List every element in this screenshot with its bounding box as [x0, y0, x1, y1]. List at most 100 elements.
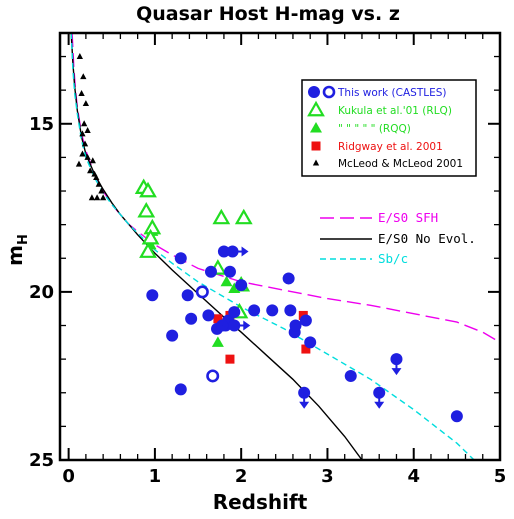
point-3-2 [390, 353, 403, 376]
point-7-3 [82, 100, 90, 107]
legend-label-3: Ridgway et al. 2001 [338, 141, 443, 153]
point-4-3 [143, 218, 162, 235]
point-7-10 [89, 157, 96, 164]
curve-legend-entry-2: Sb/c [320, 251, 408, 266]
point-2-1 [226, 245, 249, 258]
x-tick-label-5: 5 [494, 466, 507, 487]
point-0-15 [235, 279, 248, 292]
point-0-22 [299, 314, 312, 327]
point-3-1 [373, 386, 386, 409]
point-0-8 [204, 265, 217, 278]
point-4-1 [139, 181, 157, 198]
legend-marker-3 [311, 141, 321, 151]
point-7-1 [80, 73, 87, 80]
point-7-7 [81, 140, 89, 147]
y-tick-label-0: 15 [29, 114, 54, 135]
point-1-1 [206, 369, 220, 383]
curve-legend-entry-0: E/S0 SFH [320, 210, 438, 225]
legend-marker-4 [312, 159, 320, 166]
x-axis-label: Redshift [213, 490, 308, 514]
x-tick-label-0: 0 [62, 466, 75, 487]
point-2-2 [228, 319, 251, 332]
axes: 0 1 2 3 4 5 15 20 25 [29, 31, 507, 487]
point-7-13 [93, 174, 100, 181]
y-axis-label: mH [3, 234, 31, 266]
point-7-14 [95, 180, 102, 187]
y-tick-label-2: 25 [29, 450, 54, 471]
curve-legend: E/S0 SFH E/S0 No Evol. Sb/c [320, 210, 476, 266]
plot-frame [58, 31, 502, 462]
plot-area [70, 33, 500, 460]
point-4-10 [234, 208, 253, 225]
chart-title: Quasar Host H-mag vs. z [136, 3, 400, 25]
point-7-9 [84, 153, 91, 160]
legend-entry-3: Ridgway et al. 2001 [311, 141, 443, 153]
point-7-19 [75, 160, 83, 167]
point-0-18 [282, 272, 295, 285]
point-0-12 [217, 245, 230, 258]
point-7-18 [99, 194, 107, 201]
point-7-17 [93, 194, 101, 201]
curve-2 [70, 33, 475, 460]
point-0-13 [223, 265, 236, 278]
point-1-0 [195, 285, 209, 299]
point-4-2 [137, 201, 156, 218]
legend-label-1: Kukula et al.'01 (RLQ) [338, 105, 452, 117]
point-7-8 [79, 150, 86, 157]
legend-filled-circle [308, 86, 320, 98]
point-0-24 [344, 369, 357, 382]
y-tick-label-1: 20 [29, 282, 54, 303]
legend-open-circle [322, 85, 336, 99]
x-tick-label-4: 4 [407, 466, 420, 487]
point-7-5 [79, 130, 86, 137]
point-6-4 [301, 344, 311, 354]
point-7-6 [84, 127, 91, 133]
curve-legend-entry-1: E/S0 No Evol. [320, 231, 476, 246]
point-7-15 [98, 187, 105, 194]
series-1 [195, 285, 220, 383]
point-0-23 [304, 336, 317, 349]
series-2 [216, 245, 251, 332]
series-7 [75, 53, 107, 201]
svg-text:mH: mH [3, 234, 31, 266]
legend-entry-2: " " " " " (RQQ) [310, 122, 411, 135]
point-6-0 [213, 314, 223, 324]
legend-entry-0: This work (CASTLES) [308, 85, 446, 99]
point-0-4 [181, 289, 194, 302]
point-3-0 [298, 386, 311, 409]
point-0-1 [166, 329, 179, 342]
point-0-16 [248, 304, 261, 317]
point-7-11 [87, 167, 94, 174]
legend-label-4: McLeod & McLeod 2001 [338, 158, 463, 170]
point-4-4 [141, 228, 160, 245]
point-0-3 [174, 383, 187, 396]
point-0-21 [289, 319, 302, 332]
legend-entry-4: McLeod & McLeod 2001 [312, 158, 463, 170]
point-0-5 [185, 312, 198, 325]
curve-legend-label-0: E/S0 SFH [378, 210, 438, 225]
x-tick-label-1: 1 [149, 466, 162, 487]
y-axis-label-main: m [3, 245, 27, 266]
point-0-7 [202, 309, 215, 322]
x-tick-label-3: 3 [321, 466, 334, 487]
point-7-2 [78, 90, 85, 96]
series-0 [146, 245, 463, 423]
point-0-14 [228, 306, 241, 319]
curve-legend-label-2: Sb/c [378, 251, 408, 266]
legend-label-0: This work (CASTLES) [337, 87, 446, 99]
point-7-0 [76, 53, 83, 59]
series-3 [298, 353, 403, 409]
curve-legend-label-1: E/S0 No Evol. [378, 231, 476, 246]
point-6-2 [225, 354, 235, 364]
legend: This work (CASTLES) Kukula et al.'01 (RLQ… [301, 79, 477, 177]
point-5-2 [211, 336, 224, 347]
legend-marker-2 [310, 122, 322, 133]
legend-entry-1: Kukula et al.'01 (RLQ) [307, 100, 452, 117]
point-5-3 [220, 275, 233, 287]
legend-label-2: " " " " " (RQQ) [338, 123, 411, 135]
point-0-2 [174, 252, 187, 265]
legend-marker-1 [307, 100, 325, 117]
point-7-4 [81, 120, 88, 127]
point-4-7 [212, 208, 231, 225]
